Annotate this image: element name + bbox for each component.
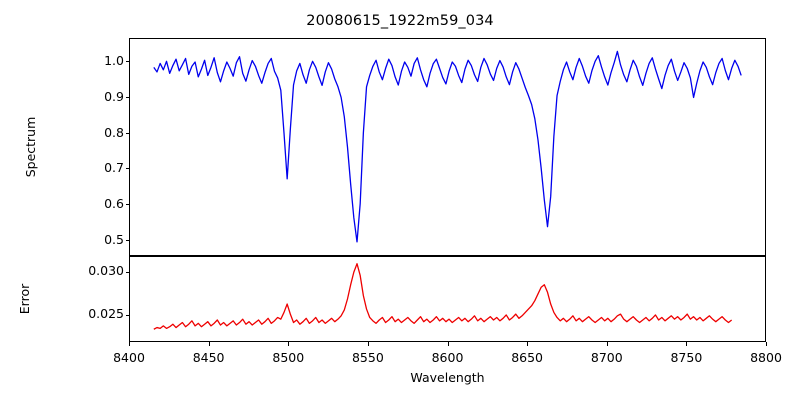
spectrum-ytick-marks <box>125 38 130 256</box>
x-tick-labels: 8400 8450 8500 8550 8600 8650 8700 8750 8800 <box>113 345 782 365</box>
x-tick-mark <box>208 342 210 346</box>
spectrum-ytick-mark <box>125 204 129 206</box>
spectrum-ytick-label: 0.9 <box>104 88 124 104</box>
error-ytick-mark <box>125 314 129 316</box>
x-tick-marks <box>129 342 768 347</box>
spectrum-line <box>154 51 741 242</box>
spectrum-ytick-mark <box>125 168 129 170</box>
spectrum-ytick-mark <box>125 239 129 241</box>
x-tick-label: 8500 <box>272 350 305 365</box>
error-ytick-label: 0.025 <box>88 306 124 322</box>
x-tick-label: 8400 <box>113 350 145 365</box>
x-tick-label: 8800 <box>750 350 782 365</box>
spectrum-ytick-label: 0.7 <box>104 160 124 176</box>
spectrum-ytick-label: 0.5 <box>104 231 124 247</box>
x-tick-mark <box>527 342 529 346</box>
x-axis-label: Wavelength <box>410 370 485 385</box>
spectrum-ytick-label: 0.8 <box>104 124 124 140</box>
spectrum-ytick-mark <box>125 97 129 99</box>
x-tick-label: 8650 <box>511 350 543 365</box>
error-series-svg <box>130 257 765 341</box>
x-tick-mark <box>288 342 290 346</box>
x-tick-label: 8550 <box>351 350 384 365</box>
spectrum-series-svg <box>130 39 765 255</box>
error-plot-area <box>129 256 766 342</box>
error-axis-label: Error <box>17 283 32 315</box>
error-line <box>154 264 732 330</box>
x-tick-mark <box>367 342 369 346</box>
spectrum-ytick-mark <box>125 61 129 63</box>
x-tick-mark <box>606 342 608 346</box>
error-ytick-mark <box>125 271 129 273</box>
x-tick-mark <box>686 342 688 346</box>
error-ytick-labels: 0.025 0.030 <box>56 256 124 342</box>
spectrum-plot-area <box>129 38 766 256</box>
chart-title: 20080615_1922m59_034 <box>306 13 494 29</box>
error-ytick-marks <box>125 256 130 342</box>
spectrum-ytick-label: 1.0 <box>104 53 124 69</box>
x-tick-mark <box>766 342 768 346</box>
x-tick-label: 8700 <box>590 350 623 365</box>
spectrum-ytick-labels: 0.5 0.6 0.7 0.8 0.9 1.0 <box>62 38 124 256</box>
x-tick-mark <box>447 342 449 346</box>
spectrum-axis-label: Spectrum <box>23 116 38 178</box>
error-ytick-label: 0.030 <box>88 263 124 279</box>
x-tick-label: 8450 <box>192 350 225 365</box>
x-tick-label: 8750 <box>670 350 703 365</box>
x-tick-label: 8600 <box>431 350 464 365</box>
spectrum-ytick-mark <box>125 132 129 134</box>
spectrum-ytick-label: 0.6 <box>104 196 124 212</box>
x-tick-mark <box>129 342 131 346</box>
